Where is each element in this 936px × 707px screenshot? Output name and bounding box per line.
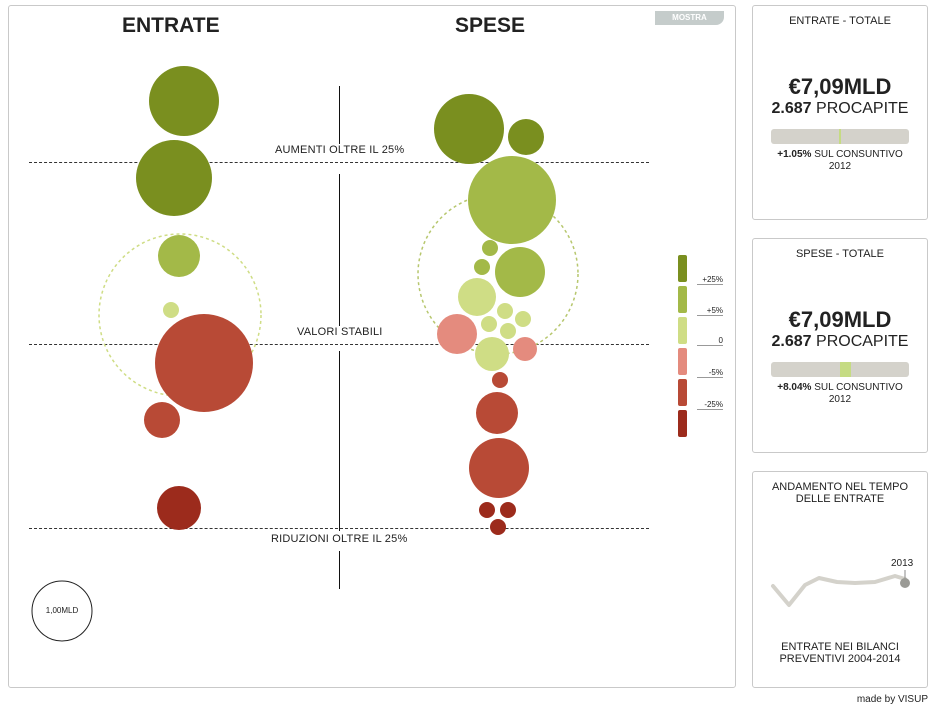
trend-caption-line1: ENTRATE NEI BILANCI — [781, 641, 899, 653]
divider-line-bottom — [339, 551, 340, 589]
legend-label: -5% — [697, 368, 723, 378]
legend-swatch — [678, 379, 687, 406]
scale-label: 1,00MLD — [45, 606, 79, 615]
trend-title: ANDAMENTO NEL TEMPO DELLE ENTRATE — [753, 481, 927, 505]
income-bubble[interactable] — [157, 486, 201, 530]
expense-bubble[interactable] — [508, 119, 544, 155]
expense-total-amount: €7,09MLD — [788, 307, 892, 332]
expense-comparison-bar — [771, 362, 909, 377]
expense-bar-marker — [840, 362, 851, 377]
trend-caption-line2: PREVENTIVI 2004-2014 — [779, 653, 901, 665]
divider-line-top — [339, 86, 340, 154]
band-line-top — [29, 162, 649, 163]
expense-bubble[interactable] — [490, 519, 506, 535]
trend-title-line2: DELLE ENTRATE — [795, 493, 885, 505]
income-bubble[interactable] — [163, 302, 179, 318]
expense-procapite: 2.687 PROCAPITE — [753, 333, 927, 351]
trend-year-label: 2013 — [891, 558, 914, 569]
expense-bubble[interactable] — [437, 314, 477, 354]
income-total-panel: ENTRATE - TOTALE €7,09MLD 2.687 PROCAPIT… — [752, 5, 928, 220]
income-delta-note: +1.05% SUL CONSUNTIVO 2012 — [753, 149, 927, 173]
expense-bubble[interactable] — [500, 502, 516, 518]
legend-swatch — [678, 255, 687, 282]
band-line-bottom — [29, 528, 649, 529]
expense-delta-note: +8.04% SUL CONSUNTIVO 2012 — [753, 382, 927, 406]
band-line-middle — [29, 344, 649, 345]
legend-label: +25% — [697, 275, 723, 285]
legend-swatch — [678, 348, 687, 375]
expense-procapite-value: 2.687 — [771, 333, 812, 350]
bubble-chart-panel: ENTRATE SPESE MOSTRA — [8, 5, 736, 688]
income-bubble[interactable] — [144, 402, 180, 438]
income-trend-panel[interactable]: ANDAMENTO NEL TEMPO DELLE ENTRATE 2013 EN… — [752, 471, 928, 688]
expense-stable-ring — [417, 193, 579, 355]
legend-swatch — [678, 410, 687, 437]
expense-bubble[interactable] — [475, 337, 509, 371]
bubbles-svg — [31, 66, 579, 642]
show-toggle-button[interactable]: MOSTRA — [655, 11, 724, 25]
band-label-middle: VALORI STABILI — [295, 326, 385, 338]
expense-total-title: SPESE - TOTALE — [795, 248, 885, 260]
expense-bubble[interactable] — [476, 392, 518, 434]
legend-swatch — [678, 317, 687, 344]
trend-current-point — [900, 578, 910, 588]
trend-caption: ENTRATE NEI BILANCI PREVENTIVI 2004-2014 — [753, 641, 927, 665]
expense-bubble[interactable] — [497, 303, 513, 319]
expense-bubble[interactable] — [482, 240, 498, 256]
legend-label: 0 — [697, 336, 723, 346]
income-bubble[interactable] — [136, 140, 212, 216]
expense-bubble[interactable] — [513, 337, 537, 361]
band-label-bottom: RIDUZIONI OLTRE IL 25% — [269, 533, 410, 545]
expense-delta-year: 2012 — [828, 394, 852, 405]
income-total-amount: €7,09MLD — [788, 74, 892, 99]
expense-bubble[interactable] — [500, 323, 516, 339]
income-bar-marker — [839, 129, 841, 144]
expense-bubble[interactable] — [458, 278, 496, 316]
income-procapite-value: 2.687 — [771, 100, 812, 117]
income-bubble[interactable] — [155, 314, 253, 412]
income-procapite: 2.687 PROCAPITE — [753, 100, 927, 118]
expense-bubble[interactable] — [468, 156, 556, 244]
expense-column-title: SPESE — [455, 14, 526, 37]
divider-line-middle — [339, 174, 340, 332]
income-procapite-label: PROCAPITE — [816, 100, 909, 117]
expense-bubble[interactable] — [474, 259, 490, 275]
trend-title-line1: ANDAMENTO NEL TEMPO — [771, 481, 909, 493]
expense-procapite-label: PROCAPITE — [816, 333, 909, 350]
legend-swatch — [678, 286, 687, 313]
scale-circle — [31, 580, 93, 642]
credit-text[interactable]: made by VISUP — [856, 694, 928, 705]
expense-bubble[interactable] — [481, 316, 497, 332]
expense-bubble[interactable] — [469, 438, 529, 498]
income-delta: +1.05% — [777, 149, 812, 160]
income-bubble[interactable] — [149, 66, 219, 136]
income-comparison-bar — [771, 129, 909, 144]
income-column-title: ENTRATE — [122, 14, 220, 37]
expense-delta: +8.04% — [777, 382, 812, 393]
trend-sparkline — [771, 570, 910, 607]
income-bubble[interactable] — [158, 235, 200, 277]
legend-label: -25% — [697, 400, 723, 410]
income-total-title: ENTRATE - TOTALE — [789, 15, 891, 27]
legend-label: +5% — [697, 306, 723, 316]
divider-line-lower — [339, 351, 340, 531]
expense-total-panel: SPESE - TOTALE €7,09MLD 2.687 PROCAPITE … — [752, 238, 928, 453]
expense-delta-label: SUL CONSUNTIVO — [814, 382, 903, 393]
expense-bubble[interactable] — [479, 502, 495, 518]
expense-bubble[interactable] — [495, 247, 545, 297]
income-delta-label: SUL CONSUNTIVO — [814, 149, 903, 160]
income-delta-year: 2012 — [828, 161, 852, 172]
expense-bubble[interactable] — [515, 311, 531, 327]
expense-bubble[interactable] — [492, 372, 508, 388]
expense-bubble[interactable] — [434, 94, 504, 164]
trend-line — [771, 574, 907, 607]
band-label-top: AUMENTI OLTRE IL 25% — [273, 144, 407, 156]
